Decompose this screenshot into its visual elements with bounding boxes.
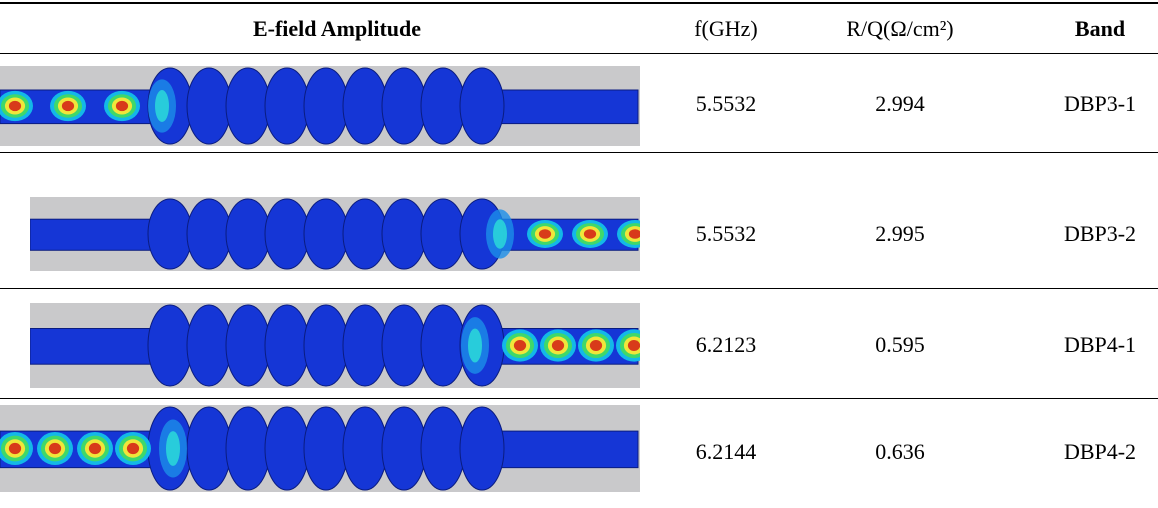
table-cell: DBP4-2 (1063, 439, 1137, 464)
header-cell: f(GHz) (694, 16, 758, 41)
table-cell: DBP3-2 (1063, 221, 1137, 246)
table-cell: 2.995 (875, 221, 925, 246)
table-cell: 6.2123 (695, 332, 757, 357)
header-cell: Band (1074, 16, 1126, 41)
header-cell: E-field Amplitude (252, 16, 422, 41)
row-rule (0, 152, 1158, 153)
top-rule (0, 2, 1158, 4)
field-image (30, 197, 640, 271)
field-image (0, 66, 640, 146)
table-cell: 2.994 (875, 91, 925, 116)
field-image (30, 303, 640, 388)
table-cell: DBP4-1 (1063, 332, 1137, 357)
table-cell: 6.2144 (695, 439, 757, 464)
field-image (0, 405, 640, 492)
table-cell: 5.5532 (695, 91, 757, 116)
table-cell: 5.5532 (695, 221, 757, 246)
header-cell: R/Q(Ω/cm²) (846, 16, 954, 41)
table-cell: DBP3-1 (1063, 91, 1137, 116)
table-cell: 0.595 (875, 332, 925, 357)
header-rule (0, 53, 1158, 54)
row-rule (0, 398, 1158, 399)
row-rule (0, 288, 1158, 289)
table-cell: 0.636 (875, 439, 925, 464)
